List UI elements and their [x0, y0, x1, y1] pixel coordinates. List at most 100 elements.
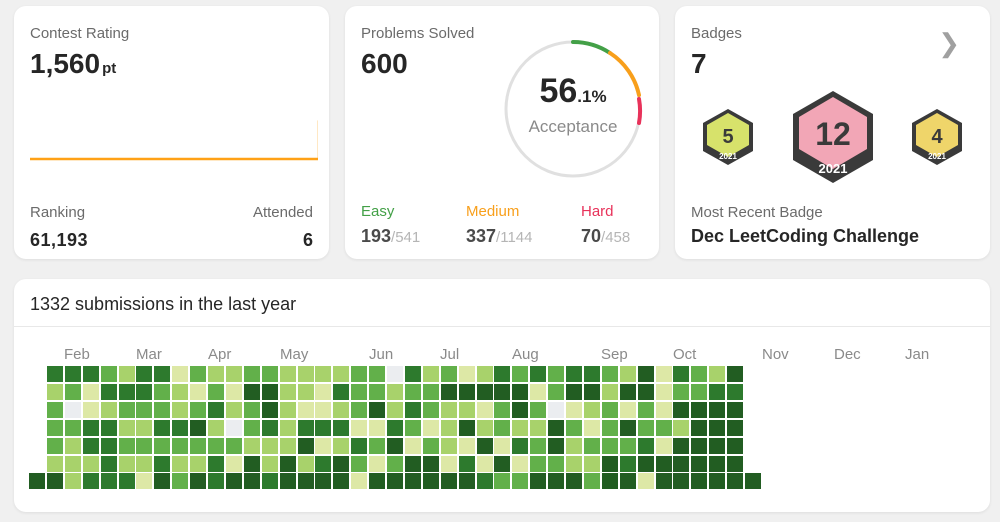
heatmap-cell[interactable] — [458, 366, 475, 382]
heatmap-cell[interactable] — [530, 455, 547, 472]
heatmap-cell[interactable] — [118, 401, 135, 418]
heatmap-cell[interactable] — [279, 383, 296, 400]
heatmap-cell[interactable] — [208, 401, 224, 418]
heatmap-cell[interactable] — [82, 473, 99, 490]
heatmap-cell[interactable] — [225, 455, 242, 472]
heatmap-cell[interactable] — [458, 437, 475, 454]
heatmap-cell[interactable] — [548, 383, 565, 400]
heatmap-cell[interactable] — [315, 437, 332, 454]
heatmap-cell[interactable] — [225, 473, 242, 490]
heatmap-cell[interactable] — [530, 366, 547, 382]
heatmap-cell[interactable] — [351, 366, 368, 382]
heatmap-cell[interactable] — [82, 437, 99, 454]
heatmap-cell[interactable] — [619, 419, 636, 436]
heatmap-cell[interactable] — [351, 455, 368, 472]
heatmap-cell[interactable] — [566, 366, 582, 382]
heatmap-cell[interactable] — [440, 383, 457, 400]
heatmap-cell[interactable] — [494, 437, 511, 454]
heatmap-cell[interactable] — [655, 383, 672, 400]
heatmap-cell[interactable] — [190, 366, 207, 382]
heatmap-cell[interactable] — [404, 401, 421, 418]
heatmap-cell[interactable] — [315, 455, 332, 472]
heatmap-cell[interactable] — [118, 437, 135, 454]
heatmap-cell[interactable] — [279, 455, 296, 472]
heatmap-cell[interactable] — [100, 366, 117, 382]
heatmap-cell[interactable] — [548, 419, 565, 436]
heatmap-cell[interactable] — [709, 366, 726, 382]
heatmap-cell[interactable] — [190, 419, 207, 436]
heatmap-cell[interactable] — [297, 383, 314, 400]
heatmap-cell[interactable] — [530, 419, 547, 436]
heatmap-cell[interactable] — [601, 419, 618, 436]
heatmap-cell[interactable] — [172, 437, 189, 454]
heatmap-cell[interactable] — [172, 455, 189, 472]
heatmap-cell[interactable] — [297, 455, 314, 472]
heatmap-cell[interactable] — [190, 473, 207, 490]
heatmap-cell[interactable] — [458, 383, 475, 400]
heatmap-cell[interactable] — [691, 419, 708, 436]
heatmap-cell[interactable] — [476, 401, 493, 418]
chevron-right-icon[interactable]: ❯ — [938, 28, 960, 58]
heatmap-cell[interactable] — [655, 419, 672, 436]
heatmap-cell[interactable] — [136, 419, 153, 436]
heatmap-cell[interactable] — [619, 383, 636, 400]
heatmap-cell[interactable] — [279, 401, 296, 418]
heatmap-cell[interactable] — [118, 383, 135, 400]
heatmap-cell[interactable] — [566, 473, 582, 490]
heatmap-cell[interactable] — [583, 401, 600, 418]
heatmap-cell[interactable] — [422, 437, 439, 454]
heatmap-cell[interactable] — [601, 455, 618, 472]
heatmap-cell[interactable] — [476, 419, 493, 436]
heatmap-cell[interactable] — [512, 455, 529, 472]
heatmap-cell[interactable] — [261, 366, 278, 382]
heatmap-cell[interactable] — [225, 366, 242, 382]
heatmap-cell[interactable] — [458, 401, 475, 418]
heatmap-cell[interactable] — [673, 437, 690, 454]
heatmap-cell[interactable] — [673, 419, 690, 436]
heatmap-cell[interactable] — [46, 473, 63, 490]
heatmap-cell[interactable] — [619, 473, 636, 490]
heatmap-cell[interactable] — [64, 383, 81, 400]
heatmap-cell[interactable] — [190, 437, 207, 454]
heatmap-cell[interactable] — [727, 419, 744, 436]
heatmap-cell[interactable] — [279, 419, 296, 436]
heatmap-cell[interactable] — [29, 473, 45, 490]
heatmap-cell[interactable] — [637, 455, 654, 472]
heatmap-cell[interactable] — [261, 401, 278, 418]
heatmap-cell[interactable] — [566, 437, 582, 454]
heatmap-cell[interactable] — [333, 383, 350, 400]
heatmap-cell[interactable] — [46, 419, 63, 436]
heatmap-cell[interactable] — [172, 366, 189, 382]
heatmap-cell[interactable] — [333, 437, 350, 454]
heatmap-cell[interactable] — [458, 455, 475, 472]
heatmap-cell[interactable] — [82, 383, 99, 400]
heatmap-cell[interactable] — [387, 455, 403, 472]
heatmap-cell[interactable] — [243, 383, 260, 400]
heatmap-cell[interactable] — [208, 419, 224, 436]
badge-icon[interactable]: 5 2021 — [701, 107, 755, 167]
heatmap-cell[interactable] — [476, 473, 493, 490]
heatmap-cell[interactable] — [727, 401, 744, 418]
heatmap-cell[interactable] — [601, 366, 618, 382]
heatmap-cell[interactable] — [333, 419, 350, 436]
heatmap-cell[interactable] — [100, 455, 117, 472]
heatmap-cell[interactable] — [512, 473, 529, 490]
heatmap-cell[interactable] — [476, 437, 493, 454]
heatmap-cell[interactable] — [297, 473, 314, 490]
heatmap-cell[interactable] — [583, 419, 600, 436]
heatmap-cell[interactable] — [369, 473, 386, 490]
heatmap-cell[interactable] — [404, 473, 421, 490]
heatmap-cell[interactable] — [404, 455, 421, 472]
heatmap-cell[interactable] — [225, 401, 242, 418]
heatmap-cell[interactable] — [530, 401, 547, 418]
heatmap-cell[interactable] — [566, 419, 582, 436]
badge-icon[interactable]: 12 2021 — [790, 89, 876, 185]
heatmap-cell[interactable] — [279, 437, 296, 454]
heatmap-cell[interactable] — [530, 437, 547, 454]
heatmap-cell[interactable] — [208, 455, 224, 472]
heatmap-cell[interactable] — [691, 455, 708, 472]
heatmap-cell[interactable] — [745, 473, 761, 490]
heatmap-cell[interactable] — [136, 366, 153, 382]
heatmap-cell[interactable] — [548, 473, 565, 490]
heatmap-cell[interactable] — [172, 383, 189, 400]
